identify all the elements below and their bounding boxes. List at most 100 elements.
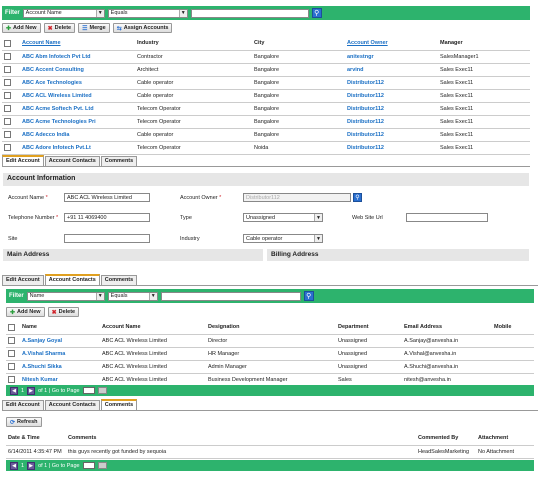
table-row[interactable]: ABC Adore Infotech Pvt.Lt Telecom Operato… (2, 141, 530, 155)
row-checkbox[interactable] (4, 144, 11, 151)
delete-icon: ✖ (47, 25, 53, 32)
table-row[interactable]: Nitesh Kumar ABC ACL Wireless Limited Busi… (6, 373, 534, 387)
assign-accounts-button[interactable]: ⇆ Assign Accounts (112, 23, 173, 33)
row-checkbox[interactable] (8, 337, 15, 344)
search-icon[interactable]: ⚲ (311, 8, 322, 18)
delete-button[interactable]: ✖ Delete (43, 23, 76, 33)
comments-toolbar: ⟳ Refresh (6, 417, 42, 427)
table-row[interactable]: A.Shuchi Sikka ABC ACL Wireless Limited Ad… (6, 360, 534, 374)
account-name-cell[interactable]: ABC Accent Consulting (20, 63, 135, 77)
select-all-checkbox[interactable] (4, 39, 11, 47)
account-name-input[interactable]: ABC ACL Wireless Limited (64, 193, 150, 202)
next-page-icon[interactable]: ▶ (27, 461, 36, 470)
table-row[interactable]: ABC Accent Consulting Architect Bangalore a… (2, 63, 530, 77)
contact-name-cell[interactable]: A.Shuchi Sikka (20, 360, 100, 374)
manager-cell: Sales Exec11 (438, 102, 530, 116)
table-row[interactable]: ABC Ace Technologies Cable operator Bangal… (2, 76, 530, 90)
city-cell: Bangalore (252, 128, 345, 142)
contacts-filter-value-input[interactable] (160, 291, 301, 301)
comments-header-row: Date & Time Comments Commented By Attach… (6, 432, 534, 446)
row-checkbox[interactable] (8, 350, 15, 357)
account-owner-cell[interactable]: Distributor112 (345, 102, 438, 116)
account-name-cell[interactable]: ABC Acme Technologies Pri (20, 115, 135, 129)
table-row[interactable]: ABC Adecco India Cable operator Bangalore D… (2, 128, 530, 142)
tab-account-contacts[interactable]: Account Contacts (44, 274, 100, 285)
row-checkbox[interactable] (4, 131, 11, 138)
contacts-delete-button[interactable]: ✖ Delete (47, 307, 80, 317)
col-account-owner-label: Account Owner (347, 40, 388, 47)
row-checkbox[interactable] (4, 53, 11, 60)
table-row[interactable]: A.Vishal Sharma ABC ACL Wireless Limited H… (6, 347, 534, 361)
table-row[interactable]: A.Sanjay Goyal ABC ACL Wireless Limited Di… (6, 334, 534, 348)
contacts-filter-operator-select[interactable]: Equals ▼ (107, 291, 158, 301)
main-address-header: Main Address (3, 249, 263, 261)
table-row[interactable]: ABC Acme Technologies Pri Telecom Operato… (2, 115, 530, 129)
refresh-button[interactable]: ⟳ Refresh (6, 417, 42, 427)
account-owner-cell[interactable]: Distributor112 (345, 115, 438, 129)
filter-operator-select[interactable]: Equals ▼ (107, 8, 188, 18)
account-name-cell[interactable]: ABC Adecco India (20, 128, 135, 142)
col-account-name: Account Name (100, 321, 206, 335)
tab-edit-account[interactable]: Edit Account (2, 275, 44, 285)
account-name-cell[interactable]: ABC Acme Softech Pvt. Ltd (20, 102, 135, 116)
account-owner-input[interactable]: Distributor112 (243, 193, 351, 202)
select-all-checkbox[interactable] (8, 323, 15, 331)
tab-edit-account[interactable]: Edit Account (2, 155, 44, 166)
account-owner-cell[interactable]: anitestngr (345, 50, 438, 64)
account-owner-cell[interactable]: Distributor112 (345, 128, 438, 142)
industry-cell: Cable operator (135, 128, 252, 142)
filter-value-input[interactable] (190, 8, 309, 18)
goto-page-input[interactable] (82, 387, 95, 394)
row-checkbox[interactable] (4, 92, 11, 99)
add-new-button[interactable]: ✚ Add New (2, 23, 41, 33)
goto-page-input[interactable] (82, 462, 95, 469)
tab-comments[interactable]: Comments (100, 275, 138, 285)
goto-page-button[interactable] (97, 387, 107, 394)
row-checkbox[interactable] (8, 376, 15, 383)
industry-select[interactable]: Cable operator ▼ (243, 234, 323, 243)
table-row[interactable]: ABC Abm Infotech Pvt Ltd Contractor Bangal… (2, 50, 530, 64)
tab-edit-account[interactable]: Edit Account (2, 400, 44, 410)
industry-cell: Telecom Operator (135, 141, 252, 155)
next-page-icon[interactable]: ▶ (27, 386, 36, 395)
telephone-input[interactable]: +91 11 4069400 (64, 213, 150, 222)
row-checkbox[interactable] (4, 105, 11, 112)
search-icon[interactable]: ⚲ (303, 291, 314, 301)
tab-account-contacts[interactable]: Account Contacts (44, 156, 100, 166)
account-name-cell[interactable]: ABC Adore Infotech Pvt.Lt (20, 141, 135, 155)
row-checkbox[interactable] (4, 79, 11, 86)
col-account-owner[interactable]: Account Owner (345, 37, 438, 51)
table-row[interactable]: ABC Acme Softech Pvt. Ltd Telecom Operato… (2, 102, 530, 116)
website-input[interactable] (406, 213, 488, 222)
contact-name-cell[interactable]: A.Vishal Sharma (20, 347, 100, 361)
row-checkbox[interactable] (4, 118, 11, 125)
contacts-add-new-button[interactable]: ✚ Add New (6, 307, 45, 317)
account-name-cell[interactable]: ABC Ace Technologies (20, 76, 135, 90)
search-icon[interactable]: ⚲ (353, 193, 362, 202)
account-name-cell[interactable]: ABC ACL Wireless Limited (20, 89, 135, 103)
prev-page-icon[interactable]: ◀ (10, 386, 18, 395)
prev-page-icon[interactable]: ◀ (10, 461, 18, 470)
filter-field-select[interactable]: Account Name ▼ (22, 8, 105, 18)
site-input[interactable] (64, 234, 150, 243)
account-owner-cell[interactable]: arvind (345, 63, 438, 77)
tab-comments[interactable]: Comments (100, 399, 138, 410)
account-owner-cell[interactable]: Distributor112 (345, 141, 438, 155)
table-row[interactable]: ABC ACL Wireless Limited Cable operator Ba… (2, 89, 530, 103)
goto-page-button[interactable] (97, 462, 107, 469)
row-checkbox[interactable] (8, 363, 15, 370)
contacts-filter-field-select[interactable]: Name ▼ (26, 291, 105, 301)
tab-comments[interactable]: Comments (100, 156, 138, 166)
account-owner-cell[interactable]: Distributor112 (345, 89, 438, 103)
tab-account-contacts[interactable]: Account Contacts (44, 400, 100, 410)
col-account-name[interactable]: Account Name (20, 37, 135, 51)
contact-name-cell[interactable]: A.Sanjay Goyal (20, 334, 100, 348)
row-checkbox[interactable] (4, 66, 11, 73)
assign-icon: ⇆ (116, 25, 122, 32)
required-mark: * (45, 195, 48, 201)
account-name-cell[interactable]: ABC Abm Infotech Pvt Ltd (20, 50, 135, 64)
type-select[interactable]: Unassigned ▼ (243, 213, 323, 222)
account-owner-cell[interactable]: Distributor112 (345, 76, 438, 90)
goto-page-label: Go to Page (51, 462, 80, 469)
merge-button[interactable]: ☰ Merge (78, 23, 110, 33)
